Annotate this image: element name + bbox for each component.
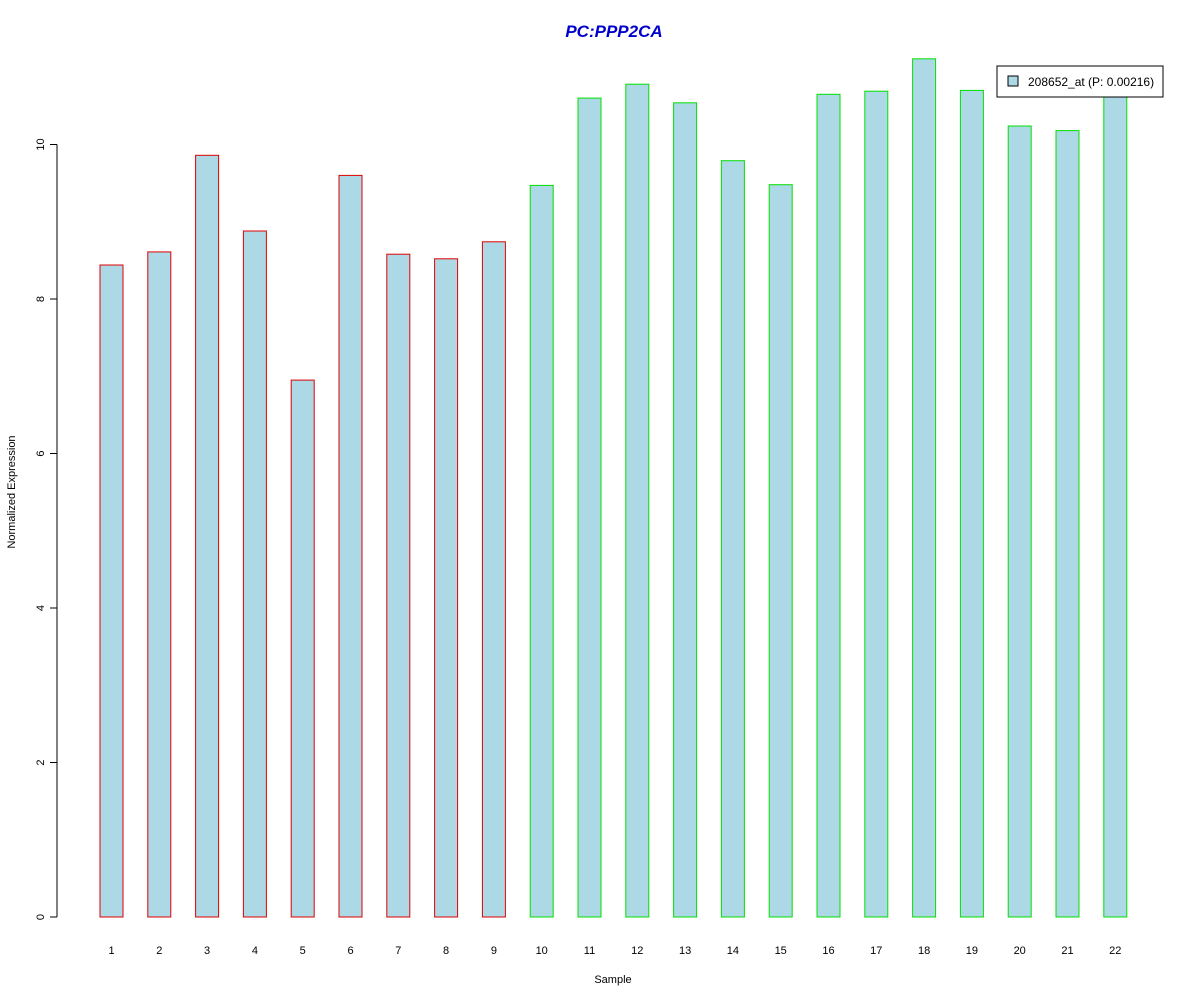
x-tick-label: 21	[1061, 945, 1073, 957]
x-tick-label: 12	[631, 945, 643, 957]
x-tick-label: 1	[108, 945, 114, 957]
bar-sample-15	[768, 184, 793, 918]
y-tick-label: 10	[35, 138, 47, 150]
bar-sample-10	[529, 184, 554, 918]
legend-swatch	[1007, 75, 1019, 87]
y-tick-label: 0	[35, 914, 47, 920]
bar-sample-3	[195, 154, 220, 918]
x-tick-label: 13	[679, 945, 691, 957]
x-tick-label: 16	[822, 945, 834, 957]
x-tick-label: 10	[536, 945, 548, 957]
y-axis-label: Normalized Expression	[6, 435, 18, 548]
x-tick-label: 7	[395, 945, 401, 957]
x-axis-tick-labels: 1 2 3 4 5 6 7 8 9 10 11 12 13 14 15 16 17 18 19 20 21 22	[108, 945, 1121, 957]
y-tick-label: 6	[35, 450, 47, 456]
bar-sample-21	[1055, 130, 1080, 918]
x-tick-label: 19	[966, 945, 978, 957]
x-tick-label: 6	[347, 945, 353, 957]
bar-sample-9	[481, 241, 506, 918]
bar-sample-22	[1103, 93, 1128, 918]
x-tick-label: 5	[300, 945, 306, 957]
bar-sample-2	[147, 251, 172, 918]
bar-sample-7	[386, 253, 411, 918]
bars	[99, 58, 1128, 918]
x-tick-label: 20	[1014, 945, 1026, 957]
bar-sample-6	[338, 174, 363, 918]
x-tick-label: 8	[443, 945, 449, 957]
x-tick-label: 4	[252, 945, 258, 957]
x-tick-label: 9	[491, 945, 497, 957]
y-axis: 0 2 4 6 8 10	[35, 138, 58, 920]
x-tick-label: 2	[156, 945, 162, 957]
x-tick-label: 18	[918, 945, 930, 957]
y-tick-label: 2	[35, 759, 47, 765]
bar-sample-5	[290, 379, 315, 918]
x-tick-label: 11	[584, 945, 595, 957]
bar-sample-13	[673, 102, 698, 918]
x-tick-label: 15	[775, 945, 787, 957]
x-axis-label: Sample	[594, 974, 631, 986]
legend-label: 208652_at (P: 0.00216)	[1028, 75, 1154, 89]
bar-sample-12	[625, 83, 650, 918]
x-tick-label: 17	[870, 945, 882, 957]
bar-sample-17	[864, 90, 889, 918]
x-tick-label: 3	[204, 945, 210, 957]
bar-sample-11	[577, 97, 602, 918]
bar-sample-18	[912, 58, 937, 918]
bar-sample-1	[99, 264, 124, 918]
y-tick-label: 4	[35, 605, 47, 611]
x-tick-label: 22	[1109, 945, 1121, 957]
chart-title: PC:PPP2CA	[565, 22, 662, 41]
legend: 208652_at (P: 0.00216)	[996, 65, 1164, 98]
legend-box	[996, 65, 1164, 98]
bar-sample-19	[959, 89, 984, 918]
bar-sample-8	[434, 258, 459, 918]
bar-sample-4	[242, 230, 267, 918]
bar-sample-14	[720, 160, 745, 918]
bar-sample-16	[816, 93, 841, 918]
bar-sample-20	[1007, 125, 1032, 918]
y-tick-label: 8	[35, 296, 47, 302]
x-tick-label: 14	[727, 945, 739, 957]
